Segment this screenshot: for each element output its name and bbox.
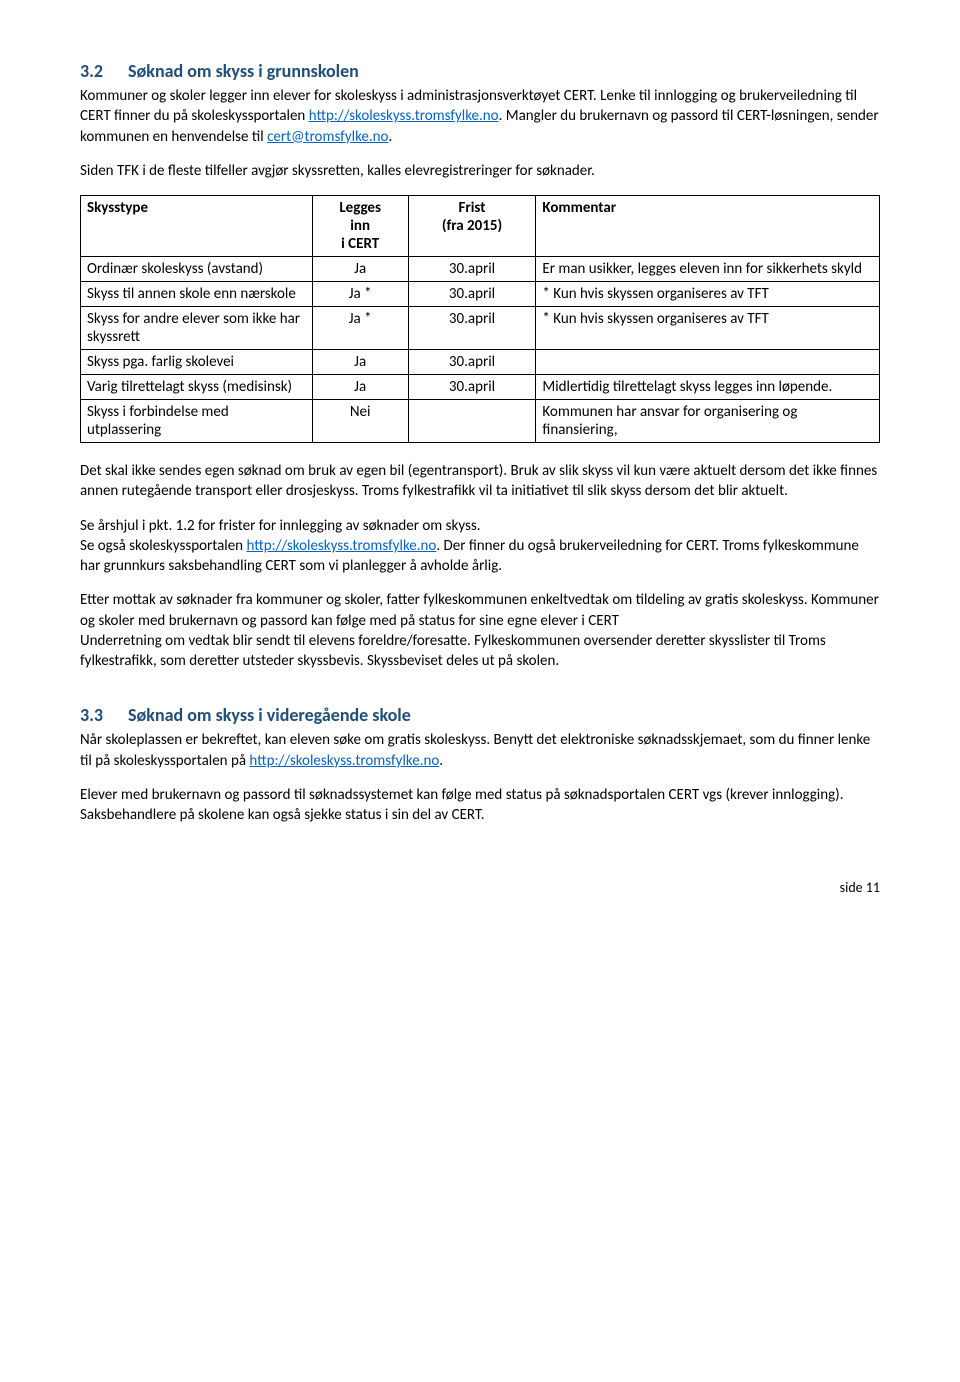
table-row: Ordinær skoleskyss (avstand) Ja 30.april…: [81, 257, 880, 282]
paragraph: Etter mottak av søknader fra kommuner og…: [80, 590, 880, 671]
text: (fra 2015): [442, 217, 502, 235]
text: Etter mottak av søknader fra kommuner og…: [80, 591, 879, 629]
text: i CERT: [341, 235, 379, 253]
cell-legges: Ja *: [312, 282, 408, 307]
link-skoleskyss-portal[interactable]: http://skoleskyss.tromsfylke.no: [249, 752, 439, 770]
th-legges: Legges inn i CERT: [312, 196, 408, 257]
text: Se årshjul i pkt. 1.2 for frister for in…: [80, 517, 481, 535]
table-row: Skyss i forbindelse med utplassering Nei…: [81, 400, 880, 443]
text: Når skoleplassen er bekreftet, kan eleve…: [80, 731, 870, 769]
heading-title: Søknad om skyss i grunnskolen: [128, 60, 359, 82]
cell-kommentar: [536, 350, 880, 375]
cell-frist: [408, 400, 536, 443]
heading-3-3: 3.3Søknad om skyss i videregående skole: [80, 704, 880, 726]
text: Frist: [459, 199, 486, 217]
cell-type: Skyss pga. farlig skolevei: [81, 350, 313, 375]
cell-frist: 30.april: [408, 350, 536, 375]
cell-kommentar: * Kun hvis skyssen organiseres av TFT: [536, 282, 880, 307]
text: .: [439, 752, 443, 770]
page-content: 3.2Søknad om skyss i grunnskolen Kommune…: [0, 0, 960, 879]
text: Legges: [339, 199, 381, 217]
cell-frist: 30.april: [408, 307, 536, 350]
paragraph: Når skoleplassen er bekreftet, kan eleve…: [80, 730, 880, 771]
text: Se også skoleskyssportalen: [80, 537, 246, 555]
cell-legges: Ja: [312, 375, 408, 400]
cell-frist: 30.april: [408, 282, 536, 307]
th-frist: Frist (fra 2015): [408, 196, 536, 257]
heading-3-2: 3.2Søknad om skyss i grunnskolen: [80, 60, 880, 82]
table-row: Skyss til annen skole enn nærskole Ja * …: [81, 282, 880, 307]
cell-legges: Ja: [312, 350, 408, 375]
cell-type: Skyss til annen skole enn nærskole: [81, 282, 313, 307]
skyss-table: Skysstype Legges inn i CERT Frist (fra 2…: [80, 195, 880, 443]
cell-frist: 30.april: [408, 375, 536, 400]
table-row: Skyss for andre elever som ikke har skys…: [81, 307, 880, 350]
paragraph: Siden TFK i de fleste tilfeller avgjør s…: [80, 161, 880, 181]
table-row: Varig tilrettelagt skyss (medisinsk) Ja …: [81, 375, 880, 400]
paragraph: Kommuner og skoler legger inn elever for…: [80, 86, 880, 147]
cell-legges: Ja *: [312, 307, 408, 350]
cell-kommentar: Er man usikker, legges eleven inn for si…: [536, 257, 880, 282]
table-row: Skyss pga. farlig skolevei Ja 30.april: [81, 350, 880, 375]
th-skysstype: Skysstype: [81, 196, 313, 257]
table-header-row: Skysstype Legges inn i CERT Frist (fra 2…: [81, 196, 880, 257]
paragraph: Elever med brukernavn og passord til søk…: [80, 785, 880, 826]
text: Underretning om vedtak blir sendt til el…: [80, 632, 826, 670]
cell-legges: Nei: [312, 400, 408, 443]
cell-type: Varig tilrettelagt skyss (medisinsk): [81, 375, 313, 400]
cell-type: Skyss i forbindelse med utplassering: [81, 400, 313, 443]
cell-frist: 30.april: [408, 257, 536, 282]
page-footer: side 11: [0, 879, 960, 926]
cell-type: Ordinær skoleskyss (avstand): [81, 257, 313, 282]
paragraph: Se årshjul i pkt. 1.2 for frister for in…: [80, 516, 880, 577]
paragraph: Det skal ikke sendes egen søknad om bruk…: [80, 461, 880, 502]
heading-title: Søknad om skyss i videregående skole: [128, 704, 411, 726]
text: inn: [350, 217, 370, 235]
cell-legges: Ja: [312, 257, 408, 282]
heading-number: 3.2: [80, 60, 128, 82]
link-cert-email[interactable]: cert@tromsfylke.no: [267, 128, 388, 146]
cell-kommentar: Kommunen har ansvar for organisering og …: [536, 400, 880, 443]
cell-kommentar: * Kun hvis skyssen organiseres av TFT: [536, 307, 880, 350]
link-skoleskyss-portal[interactable]: http://skoleskyss.tromsfylke.no: [246, 537, 436, 555]
th-kommentar: Kommentar: [536, 196, 880, 257]
heading-number: 3.3: [80, 704, 128, 726]
cell-type: Skyss for andre elever som ikke har skys…: [81, 307, 313, 350]
cell-kommentar: Midlertidig tilrettelagt skyss legges in…: [536, 375, 880, 400]
text: .: [388, 128, 392, 146]
link-skoleskyss-portal[interactable]: http://skoleskyss.tromsfylke.no: [309, 107, 499, 125]
